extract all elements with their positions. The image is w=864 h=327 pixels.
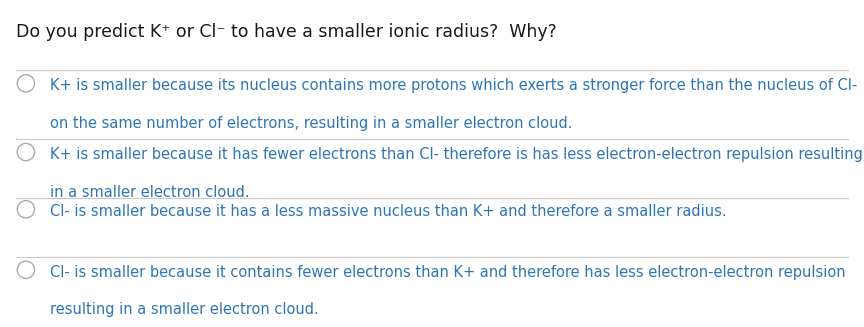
- Text: on the same number of electrons, resulting in a smaller electron cloud.: on the same number of electrons, resulti…: [50, 116, 573, 131]
- Text: resulting in a smaller electron cloud.: resulting in a smaller electron cloud.: [50, 302, 319, 318]
- Text: in a smaller electron cloud.: in a smaller electron cloud.: [50, 185, 250, 200]
- Text: Do you predict K⁺ or Cl⁻ to have a smaller ionic radius?  Why?: Do you predict K⁺ or Cl⁻ to have a small…: [16, 23, 556, 41]
- Text: Cl- is smaller because it contains fewer electrons than K+ and therefore has les: Cl- is smaller because it contains fewer…: [50, 265, 846, 280]
- Text: Cl- is smaller because it has a less massive nucleus than K+ and therefore a sma: Cl- is smaller because it has a less mas…: [50, 204, 727, 219]
- Text: K+ is smaller because its nucleus contains more protons which exerts a stronger : K+ is smaller because its nucleus contai…: [50, 78, 857, 94]
- Text: K+ is smaller because it has fewer electrons than Cl- therefore is has less elec: K+ is smaller because it has fewer elect…: [50, 147, 863, 162]
